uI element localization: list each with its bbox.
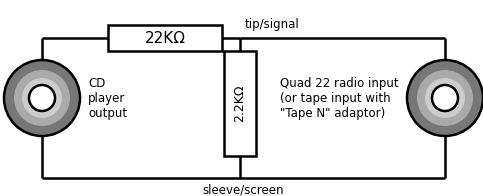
Circle shape [4, 60, 80, 136]
Text: sleeve/screen: sleeve/screen [203, 183, 284, 196]
Circle shape [432, 85, 458, 111]
Text: 2.2KΩ: 2.2KΩ [233, 85, 246, 122]
Circle shape [22, 78, 62, 118]
Circle shape [407, 60, 483, 136]
Circle shape [425, 78, 465, 118]
Circle shape [29, 85, 55, 111]
Bar [224, 51, 256, 156]
Text: tip/signal: tip/signal [245, 17, 300, 31]
Text: Quad 22 radio input
(or tape input with
"Tape N" adaptor): Quad 22 radio input (or tape input with … [280, 76, 399, 120]
Text: CD
player
output: CD player output [88, 76, 127, 120]
Circle shape [14, 70, 70, 126]
Text: 22KΩ: 22KΩ [144, 31, 185, 45]
Bar [108, 25, 222, 51]
Circle shape [417, 70, 473, 126]
